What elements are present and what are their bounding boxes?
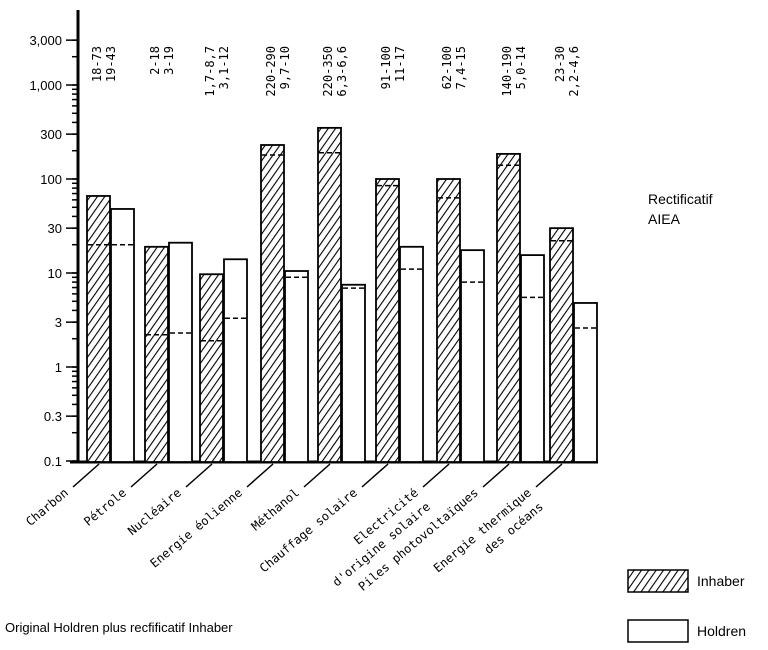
category-leader-line <box>535 463 563 488</box>
bar-inhaber <box>317 126 342 463</box>
range-label: 3-19 <box>162 46 176 75</box>
annotation-line-2: AIEA <box>648 211 681 227</box>
y-tick-label: 100 <box>40 172 62 187</box>
category-leader-line <box>72 463 100 488</box>
y-tick-label: 300 <box>40 127 62 142</box>
range-label: 19-43 <box>104 46 118 82</box>
bar-holdren <box>223 258 248 463</box>
range-label: 11-17 <box>393 46 407 82</box>
bar-holdren <box>168 241 193 463</box>
category-label: Pétrole <box>81 486 129 529</box>
category-leader-line <box>185 463 213 488</box>
range-label: 6,3-6,6 <box>335 46 349 97</box>
bar-inhaber <box>199 273 224 463</box>
range-label: 1,7-8,7 <box>203 46 217 97</box>
category-label: Nucléaire <box>125 486 184 539</box>
bar-holdren <box>341 283 366 463</box>
category-leader-line <box>422 463 450 488</box>
bar-holdren <box>573 302 598 463</box>
range-label: 9,7-10 <box>278 46 292 89</box>
y-tick-label: 30 <box>48 221 62 236</box>
legend-label-inhaber: Inhaber <box>697 573 745 589</box>
bar-inhaber <box>436 178 461 463</box>
y-tick-label: 1,000 <box>29 78 62 93</box>
range-label: 5,0-14 <box>514 46 528 89</box>
y-tick-label: 0.1 <box>44 454 62 469</box>
range-label: 62-100 <box>440 46 454 89</box>
bar-inhaber <box>549 227 574 463</box>
bar-holdren <box>110 208 135 463</box>
category-leader-line <box>130 463 158 488</box>
bar-inhaber <box>375 178 400 463</box>
legend-swatch-inhaber <box>627 569 689 593</box>
bar-inhaber <box>260 144 285 463</box>
y-tick-label: 0.3 <box>44 409 62 424</box>
category-label: Charbon <box>23 486 71 529</box>
range-label: 18-73 <box>90 46 104 82</box>
bar-inhaber <box>496 152 521 463</box>
y-tick-label: 10 <box>48 266 62 281</box>
bar-holdren <box>399 245 424 463</box>
range-label: 220-350 <box>321 46 335 97</box>
category-label: Chauffage solaire <box>257 486 360 576</box>
range-label: 7,4-15 <box>454 46 468 89</box>
y-tick-label: 1 <box>55 360 62 375</box>
y-tick-label: 3,000 <box>29 33 62 48</box>
category-leader-line <box>303 463 331 488</box>
category-leader-line <box>361 463 389 488</box>
y-tick-label: 3 <box>55 315 62 330</box>
caption: Original Holdren plus recfificatif Inhab… <box>5 620 233 635</box>
range-label: 220-290 <box>264 46 278 97</box>
legend-label-holdren: Holdren <box>697 623 746 639</box>
bar-holdren <box>460 249 485 463</box>
range-label: 2,2-4,6 <box>567 46 581 97</box>
legend-swatch-holdren <box>627 619 689 643</box>
range-label: 3,1-12 <box>217 46 231 89</box>
range-label: 91-100 <box>379 46 393 89</box>
range-label: 23-30 <box>553 46 567 82</box>
bar-inhaber <box>86 195 111 463</box>
range-label: 140-190 <box>500 46 514 97</box>
category-leader-line <box>246 463 274 488</box>
category-leader-line <box>482 463 510 488</box>
bar-holdren <box>520 254 545 463</box>
bar-inhaber <box>144 245 169 463</box>
category-label: Méthanol <box>249 486 302 534</box>
annotation-line-1: Rectificatif <box>648 191 713 207</box>
range-label: 2-18 <box>148 46 162 75</box>
bar-holdren <box>284 270 309 463</box>
